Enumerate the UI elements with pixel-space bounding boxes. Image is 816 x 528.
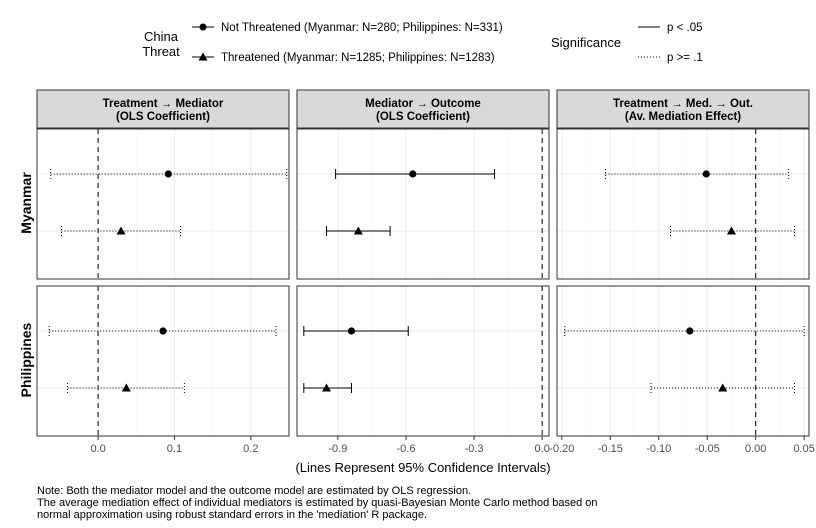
- strip-background: [296, 89, 550, 129]
- row-label-myanmar: Myanmar: [18, 172, 34, 234]
- panel-philippines-0: [36, 285, 290, 437]
- row-label-philippines: Philippines: [18, 322, 34, 397]
- note-line-2: The average mediation effect of individu…: [37, 497, 598, 509]
- column-title-1-line2: (OLS Coefficient): [376, 111, 470, 123]
- x-tick-label: 0.05: [793, 443, 814, 455]
- strip-background: [36, 89, 290, 129]
- x-tick-label: 0.00: [745, 443, 766, 455]
- x-tick-label: -0.6: [396, 443, 415, 455]
- note-line-3: normal approximation using robust standa…: [37, 509, 427, 521]
- panel-background: [297, 286, 549, 436]
- estimate-point-circle: [159, 327, 167, 335]
- estimate-point-circle: [347, 327, 356, 335]
- panel-background: [37, 286, 289, 436]
- x-tick-label: -0.10: [646, 443, 671, 455]
- column-title-2-line1: Treatment → Med. → Out.: [613, 98, 753, 110]
- estimate-point-triangle: [121, 383, 131, 392]
- column-title-1-line1: Mediator → Outcome: [365, 98, 481, 110]
- estimate-point-triangle: [116, 226, 126, 235]
- legend-group-title-line1: China: [144, 29, 179, 44]
- legend-sig-label-1: p >= .1: [667, 52, 703, 64]
- panel-myanmar-1: [296, 128, 550, 280]
- legend-circle-marker: [199, 23, 207, 31]
- panel-myanmar-2: [556, 128, 810, 280]
- strip-background: [556, 89, 810, 129]
- panel-background: [37, 129, 289, 279]
- estimate-point-triangle: [726, 226, 736, 235]
- column-title-0-line2: (OLS Coefficient): [116, 111, 210, 123]
- legend-group-title-line2: Threat: [142, 44, 180, 59]
- panel-background: [297, 129, 549, 279]
- column-strip-1: Mediator → Outcome (OLS Coefficient): [296, 89, 550, 129]
- panel-border: [556, 128, 810, 280]
- estimate-point-circle: [409, 170, 417, 178]
- column-title-2-line2: (Av. Mediation Effect): [625, 111, 741, 123]
- panel-border: [36, 128, 290, 280]
- x-tick-label: -0.15: [598, 443, 623, 455]
- estimate-point-triangle: [718, 383, 728, 392]
- x-tick-label: -0.05: [695, 443, 720, 455]
- panel-border: [296, 285, 550, 437]
- panel-border: [296, 128, 550, 280]
- x-tick-label: 0.0: [535, 443, 550, 455]
- note-line-1: Note: Both the mediator model and the ou…: [37, 485, 471, 497]
- legend-group-label-1: Threatened (Myanmar: N=1285; Philippines…: [221, 52, 495, 64]
- legend: China Threat Not Threatened (Myanmar: N=…: [142, 22, 703, 64]
- x-tick-label: -0.20: [549, 443, 574, 455]
- column-strip-0: Treatment → Mediator (OLS Coefficient): [36, 89, 290, 129]
- legend-sig-label-0: p < .05: [667, 22, 703, 34]
- panel-border: [36, 285, 290, 437]
- panel-philippines-2: [556, 285, 810, 437]
- legend-sig-title: Significance: [551, 35, 621, 50]
- estimate-point-triangle: [322, 383, 332, 392]
- x-tick-label: -0.9: [328, 443, 347, 455]
- estimate-point-circle: [702, 170, 710, 178]
- x-axis-label: (Lines Represent 95% Confidence Interval…: [295, 460, 550, 475]
- panel-myanmar-0: [36, 128, 290, 280]
- x-tick-label: 0.1: [167, 443, 182, 455]
- column-title-0-line1: Treatment → Mediator: [103, 98, 224, 110]
- column-strip-2: Treatment → Med. → Out. (Av. Mediation E…: [556, 89, 810, 129]
- estimate-point-circle: [686, 327, 694, 335]
- panel-philippines-1: [296, 285, 550, 437]
- legend-group-label-0: Not Threatened (Myanmar: N=280; Philippi…: [221, 22, 503, 34]
- panel-border: [556, 285, 810, 437]
- x-tick-label: -0.3: [465, 443, 484, 455]
- estimate-point-triangle: [353, 226, 363, 235]
- x-tick-label: 0.0: [90, 443, 105, 455]
- estimate-point-circle: [164, 170, 172, 178]
- legend-triangle-marker: [198, 52, 208, 61]
- x-tick-label: 0.2: [243, 443, 258, 455]
- panels: 0.0 0.1 0.2 -0.9 -0.6 -0.3 0.0 -0.20 -0.15 -0.10-…: [36, 128, 815, 455]
